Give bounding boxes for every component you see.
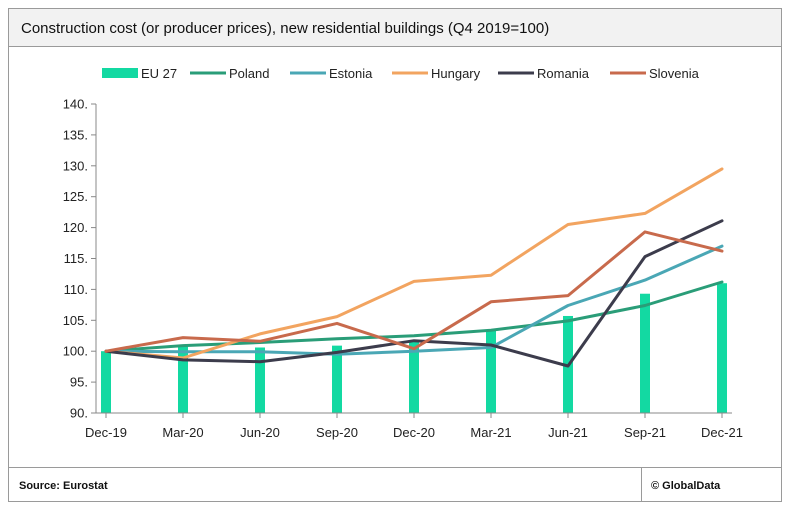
chart-legend: EU 27 Poland Estonia Hungary Romania Slovenia (102, 66, 700, 81)
chart-axes: 90. 95. 100. 105. 110. 115. 120. 125. 130. 135. 14… (63, 97, 743, 441)
x-tick-label: Mar-20 (162, 425, 203, 440)
y-tick-label: 140. (63, 97, 88, 112)
y-tick-label: 110. (64, 282, 88, 297)
title-bar: Construction cost (or producer prices), … (9, 9, 781, 47)
bar-eu27 (409, 340, 419, 413)
x-tick-label: Jun-20 (240, 425, 280, 440)
legend-item-eu-27: EU 27 (102, 66, 177, 81)
legend-label: Slovenia (649, 66, 700, 81)
source-label: Source: Eurostat (19, 480, 108, 492)
line-poland (104, 280, 724, 353)
y-tick-label: 130. (63, 158, 88, 173)
x-tick-label: Dec-19 (85, 425, 127, 440)
y-tick-label: 120. (63, 220, 88, 235)
bar-eu27 (178, 346, 188, 413)
legend-label: Estonia (329, 66, 373, 81)
x-tick-label: Sep-21 (624, 425, 666, 440)
line-estonia (104, 244, 724, 356)
chart-frame: Construction cost (or producer prices), … (8, 8, 782, 502)
legend-swatch (102, 68, 138, 78)
bar-eu27 (332, 345, 342, 413)
footer: Source: Eurostat © GlobalData (9, 467, 781, 501)
bar-eu27 (717, 283, 727, 413)
legend-label: Romania (537, 66, 590, 81)
y-tick-label: 90. (70, 406, 88, 421)
credit-label: © GlobalData (651, 480, 721, 492)
legend-label: EU 27 (141, 66, 177, 81)
legend-label: Poland (229, 66, 269, 81)
y-tick-label: 100. (63, 344, 88, 359)
x-tick-label: Sep-20 (316, 425, 358, 440)
legend-label: Hungary (431, 66, 481, 81)
legend-item-poland: Poland (190, 66, 269, 81)
y-tick-label: 95. (70, 375, 88, 390)
y-tick-label: 115. (64, 251, 88, 266)
x-tick-label: Mar-21 (470, 425, 511, 440)
x-tick-label: Dec-21 (701, 425, 743, 440)
line-hungary (104, 167, 724, 360)
legend-item-romania: Romania (498, 66, 590, 81)
legend-item-slovenia: Slovenia (610, 66, 700, 81)
y-tick-label: 105. (63, 313, 88, 328)
legend-item-hungary: Hungary (392, 66, 481, 81)
legend-item-estonia: Estonia (290, 66, 373, 81)
line-romania (104, 219, 724, 368)
line-series (104, 167, 724, 368)
x-tick-label: Jun-21 (548, 425, 588, 440)
bar-eu27 (486, 330, 496, 413)
x-tick-label: Dec-20 (393, 425, 435, 440)
y-tick-label: 125. (63, 189, 88, 204)
bar-eu27 (255, 347, 265, 413)
chart-title: Construction cost (or producer prices), … (21, 20, 550, 37)
y-tick-label: 135. (63, 127, 88, 142)
bar-eu27 (101, 351, 111, 413)
footer-divider (641, 468, 642, 501)
line-slovenia (104, 230, 724, 353)
bar-eu27 (640, 293, 650, 413)
